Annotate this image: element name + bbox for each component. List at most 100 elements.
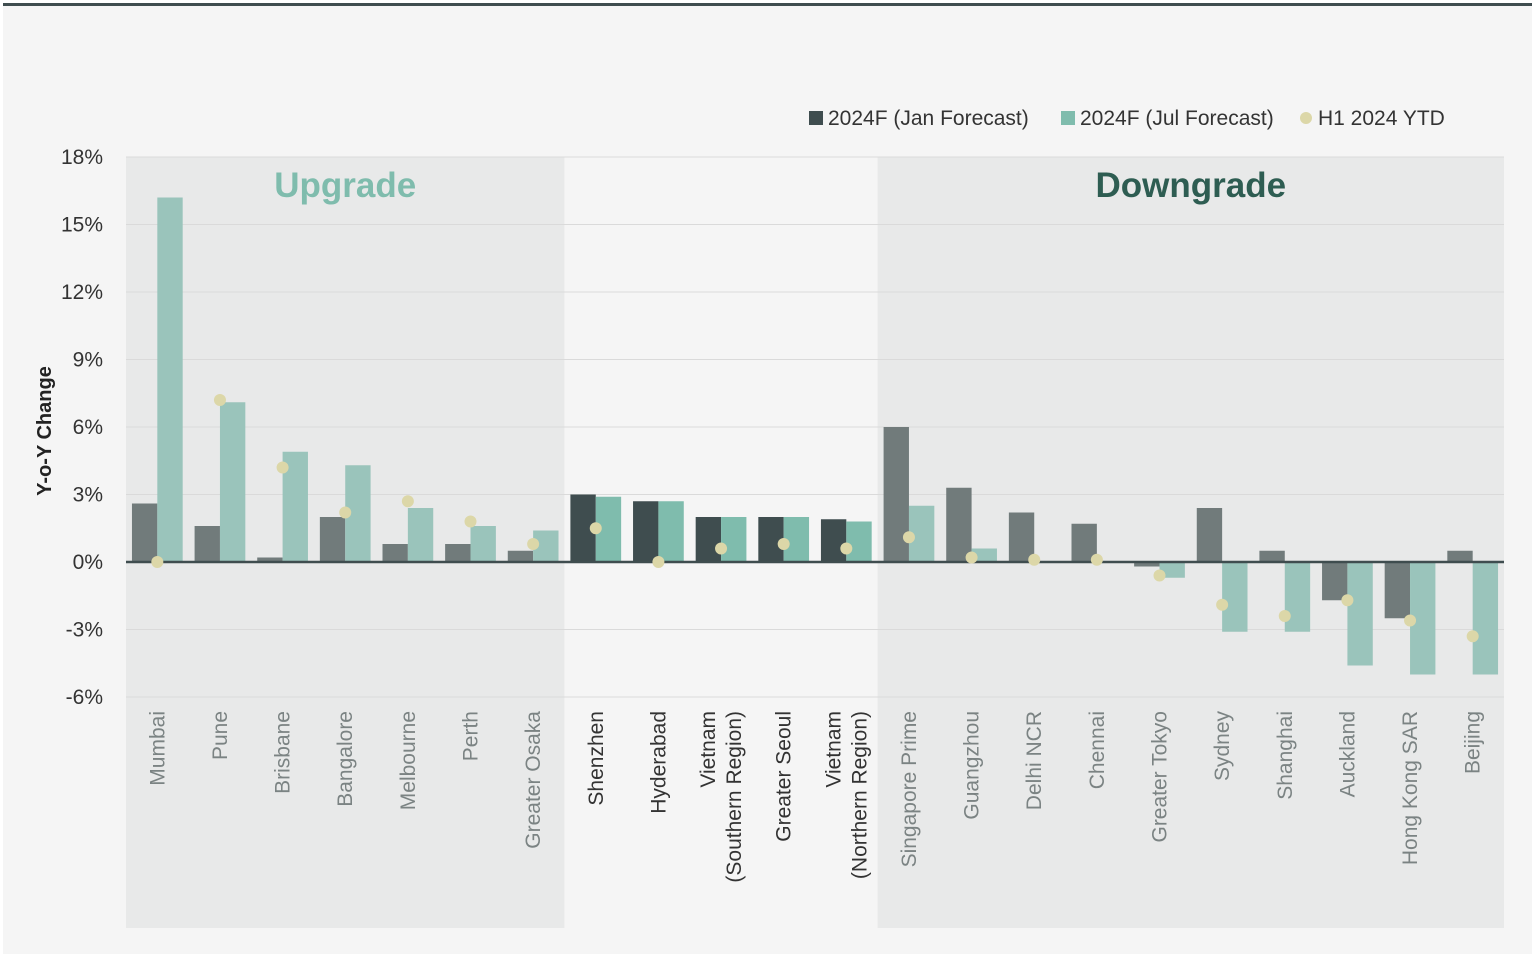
legend-label: H1 2024 YTD [1318,107,1445,130]
zone-title-upgrade: Upgrade [274,166,416,205]
bar-jan-forecast [194,526,220,562]
ytd-dot [1216,598,1229,611]
bar-jul-forecast [1347,562,1373,666]
y-tick-label: 12% [61,281,103,304]
bar-jan-forecast [131,503,158,562]
x-tick-label: Greater Seoul [773,711,796,842]
x-tick-label: Singapore Prime [898,711,921,867]
x-tick-label: Vietnam (Southern Region) [697,711,746,883]
y-tick-label: -6% [66,686,103,709]
bar-jul-forecast [470,526,496,562]
bar-jan-forecast [758,517,784,562]
bar-jul-forecast [1284,562,1311,632]
ytd-dot [652,556,665,568]
ytd-dot [339,506,352,519]
ytd-dot [777,538,790,550]
bar-jan-forecast [257,557,283,562]
bar-jan-forecast [1447,550,1473,562]
x-tick-label: Shenzhen [585,711,608,806]
bar-jan-forecast [820,519,847,562]
bar-jul-forecast [219,402,246,562]
ytd-dot [1466,630,1479,643]
bar-jul-forecast [407,508,434,562]
legend-swatch-jan [809,111,823,125]
bar-jan-forecast [382,544,408,562]
x-tick-label: Chennai [1086,711,1109,789]
bar-jan-forecast [633,501,659,562]
ytd-dot [151,556,164,568]
bar-jul-forecast [658,501,684,562]
x-tick-label: Guangzhou [961,711,984,820]
bar-jul-forecast [1472,562,1499,675]
legend-swatch-jul [1061,111,1075,125]
x-tick-label: Greater Tokyo [1149,711,1172,843]
bar-jan-forecast [946,487,972,562]
y-tick-label: 18% [61,146,103,169]
y-axis-label: Y-o-Y Change [34,366,56,496]
y-tick-label: 0% [73,551,103,574]
bar-jan-forecast [1384,562,1411,619]
ytd-dot [1028,553,1041,566]
x-tick-label: Sydney [1211,711,1234,782]
bar-jul-forecast [783,517,810,562]
zone-title-downgrade: Downgrade [1096,166,1287,205]
bar-jan-forecast [1008,512,1035,562]
bar-chart: 18% 15% 12% 9% 6% 3% 0% -3% -6% Y-o-Y Change Mum… [34,107,1504,928]
x-tick-label: Hyderabad [647,711,670,814]
x-axis-labels: Mumbai Pune Brisbane Bangalore Melbourne Pert… [146,711,1484,883]
ytd-dot [840,542,853,555]
bar-jan-forecast [319,517,346,562]
bar-jan-forecast [695,517,722,562]
ytd-dot [589,522,602,535]
bar-jul-forecast [1159,562,1185,578]
legend-swatch-ytd [1300,112,1312,124]
legend-label: 2024F (Jan Forecast) [828,107,1029,130]
y-tick-label: 6% [73,416,103,439]
ytd-dot [715,542,728,555]
x-tick-label: Bangalore [334,711,357,807]
bar-jul-forecast [1222,562,1248,632]
ytd-dot [213,394,226,406]
x-tick-label: Melbourne [397,711,420,810]
chart-frame: 18% 15% 12% 9% 6% 3% 0% -3% -6% Y-o-Y Change Mum… [3,3,1532,954]
bar-jan-forecast [507,550,534,562]
y-tick-label: 9% [73,349,103,372]
x-tick-label: Brisbane [272,711,295,794]
x-tick-label: Mumbai [146,711,169,786]
x-tick-label: Auckland [1336,711,1359,797]
x-tick-label: Delhi NCR [1023,711,1046,810]
ytd-dots [151,394,1479,643]
ytd-dot [1278,610,1291,622]
ytd-dot [965,551,978,564]
x-tick-label: Vietnam (Northern Region) [822,711,871,879]
bar-jan-forecast [1196,508,1223,562]
bar-jan-forecast [445,544,471,562]
x-tick-label: Greater Osaka [522,711,545,849]
ytd-dot [276,461,289,474]
legend: 2024F (Jan Forecast) 2024F (Jul Forecast)… [809,107,1445,130]
ytd-dot [527,538,540,550]
x-tick-label: Shanghai [1274,711,1297,800]
bar-jul-forecast [971,548,997,562]
bar-jan-forecast [1259,550,1285,562]
x-tick-label: Beijing [1462,711,1485,774]
legend-label: 2024F (Jul Forecast) [1080,107,1274,130]
ytd-dot [464,515,477,528]
x-tick-label: Pune [209,711,232,760]
bar-jan-forecast [1322,562,1348,601]
x-tick-label: Hong Kong SAR [1399,711,1422,865]
zone-titles: Upgrade Downgrade [274,166,1286,205]
ytd-dot [1090,553,1103,566]
ytd-dot [902,531,915,544]
y-tick-label: -3% [66,619,103,642]
y-tick-label: 15% [61,214,103,237]
bars [131,197,1499,675]
y-axis: 18% 15% 12% 9% 6% 3% 0% -3% -6% [61,146,103,709]
ytd-dot [401,495,414,508]
ytd-dot [1404,614,1417,627]
bar-jul-forecast [846,521,872,562]
y-tick-label: 3% [73,484,103,507]
bar-jan-forecast [1134,562,1160,567]
zone-band-2 [877,157,1504,928]
x-tick-label: Perth [460,711,483,761]
